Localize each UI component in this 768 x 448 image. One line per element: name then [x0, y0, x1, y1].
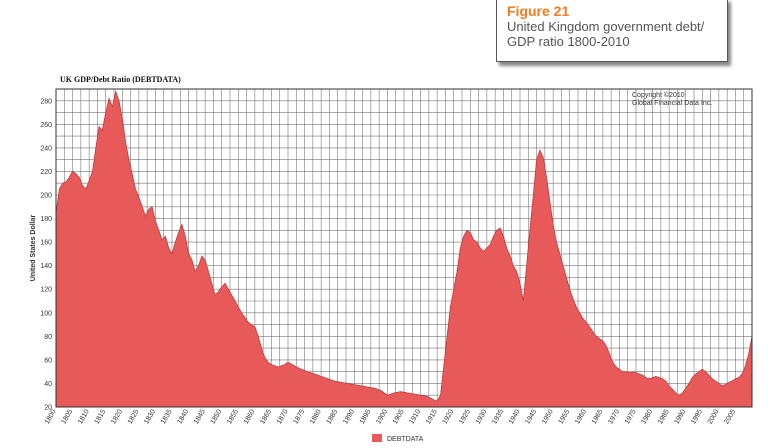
x-tick-label: 1895 — [359, 408, 373, 425]
y-tick-label: 40 — [44, 381, 52, 388]
x-tick-label: 1810 — [77, 408, 91, 425]
x-tick-label: 1985 — [657, 408, 671, 425]
x-tick-label: 1820 — [110, 408, 124, 425]
x-tick-label: 1870 — [276, 408, 290, 425]
debtdata-area — [55, 89, 753, 408]
copyright-line2: Global Financial Data Inc. — [632, 100, 712, 107]
x-tick-label: 1850 — [210, 408, 224, 425]
x-tick-label: 1930 — [475, 408, 489, 425]
y-tick-label: 20 — [44, 405, 52, 412]
x-tick-label: 1940 — [508, 408, 522, 425]
x-tick-label: 1880 — [309, 408, 323, 425]
x-tick-label: 1975 — [624, 408, 638, 425]
y-tick-label: 200 — [40, 193, 52, 200]
y-tick-label: 280 — [40, 98, 52, 105]
x-tick-label: 1805 — [60, 408, 74, 425]
x-tick-label: 1890 — [342, 408, 356, 425]
y-tick-label: 80 — [44, 334, 52, 341]
y-tick-label: 180 — [40, 216, 52, 223]
x-tick-label: 1945 — [524, 408, 538, 425]
y-axis-ticks: 20 40 60 80 100 120 140 160 180 200 220 240 260 280 — [40, 98, 52, 411]
figure-caption-line1: United Kingdom government debt/ — [507, 19, 705, 34]
x-tick-label: 1865 — [259, 408, 273, 425]
copyright-line1: Copyright ©2010 — [632, 91, 685, 99]
x-tick-label: 1835 — [160, 408, 174, 425]
x-tick-label: 1905 — [392, 408, 406, 425]
y-tick-label: 240 — [40, 145, 52, 152]
x-tick-label: 1855 — [226, 408, 240, 425]
x-tick-label: 1960 — [574, 408, 588, 425]
x-tick-label: 1875 — [292, 408, 306, 425]
x-tick-label: 1860 — [243, 408, 257, 425]
x-tick-label: 1910 — [408, 408, 422, 425]
legend-label: DEBTDATA — [387, 436, 424, 443]
x-tick-label: 1950 — [541, 408, 555, 425]
x-tick-label: 1925 — [458, 408, 472, 425]
y-tick-label: 120 — [40, 287, 52, 294]
y-tick-label: 260 — [40, 122, 52, 129]
figure-caption-box: Figure 21 United Kingdom government debt… — [496, 0, 728, 62]
y-tick-label: 100 — [40, 310, 52, 317]
x-tick-label: 1830 — [143, 408, 157, 425]
x-tick-label: 1995 — [690, 408, 704, 425]
x-tick-label: 2005 — [723, 408, 737, 425]
y-tick-label: 140 — [40, 263, 52, 270]
chart-title: UK GDP/Debt Ratio (DEBTDATA) — [60, 75, 181, 84]
x-tick-label: 1935 — [491, 408, 505, 425]
x-tick-label: 2000 — [707, 408, 721, 425]
figure-caption-line2: GDP ratio 1800-2010 — [507, 34, 630, 49]
plot-frame — [55, 88, 753, 408]
legend-swatch — [372, 434, 382, 442]
x-tick-label: 1840 — [176, 408, 190, 425]
x-tick-label: 1915 — [425, 408, 439, 425]
x-tick-label: 1825 — [127, 408, 141, 425]
y-tick-label: 220 — [40, 169, 52, 176]
figure-label: Figure 21 — [507, 3, 570, 19]
x-tick-label: 1900 — [375, 408, 389, 425]
x-tick-label: 1990 — [674, 408, 688, 425]
x-tick-label: 1920 — [442, 408, 456, 425]
x-tick-label: 1980 — [640, 408, 654, 425]
x-tick-label: 1970 — [607, 408, 621, 425]
x-tick-label: 1955 — [558, 408, 572, 425]
x-tick-label: 1965 — [591, 408, 605, 425]
x-tick-label: 1885 — [326, 408, 340, 425]
y-tick-label: 160 — [40, 240, 52, 247]
y-axis-label: United States Dollar — [30, 214, 37, 281]
x-tick-label: 1815 — [94, 408, 108, 425]
y-tick-label: 60 — [44, 357, 52, 364]
x-tick-label: 1845 — [193, 408, 207, 425]
x-axis-ticks: 1800 1805 1810 1815 1820 1825 1830 1835 1840 1845… — [44, 408, 737, 425]
